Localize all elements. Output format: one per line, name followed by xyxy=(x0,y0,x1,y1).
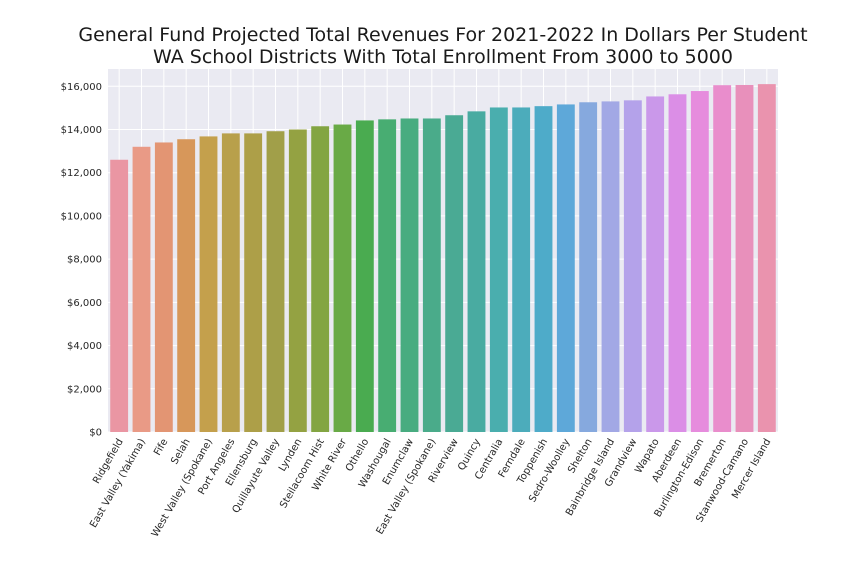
bar xyxy=(757,84,776,432)
y-tick-label: $16,000 xyxy=(61,82,102,93)
bar xyxy=(288,129,307,432)
bar xyxy=(467,111,486,432)
y-tick-label: $8,000 xyxy=(67,255,102,266)
bar xyxy=(713,85,732,433)
y-tick-label: $14,000 xyxy=(61,125,102,136)
bar xyxy=(266,131,285,432)
bar xyxy=(154,142,173,432)
bar xyxy=(244,133,263,432)
bar xyxy=(668,94,687,432)
y-tick-label: $12,000 xyxy=(61,168,102,179)
y-axis-tick-labels: $0 $2,000 $4,000 $6,000 $8,000 $10,000 $12,000… xyxy=(61,82,102,439)
bar xyxy=(512,107,531,432)
y-tick-label: $0 xyxy=(89,428,102,439)
bar xyxy=(445,115,464,432)
bars xyxy=(110,84,776,433)
bar xyxy=(221,133,240,432)
y-tick-label: $2,000 xyxy=(67,384,102,395)
bar xyxy=(534,106,553,433)
bar xyxy=(177,139,196,433)
y-tick-label: $4,000 xyxy=(67,341,102,352)
bar xyxy=(378,119,397,433)
bar xyxy=(690,91,709,433)
chart-title-line-2: WA School Districts With Total Enrollmen… xyxy=(153,46,733,68)
bar xyxy=(601,101,620,433)
bar xyxy=(623,100,642,433)
bar xyxy=(333,124,352,432)
bar xyxy=(735,84,754,432)
chart-title-line-1: General Fund Projected Total Revenues Fo… xyxy=(78,24,807,46)
bar xyxy=(400,118,419,433)
bar xyxy=(489,107,508,432)
bar xyxy=(199,136,218,432)
bar xyxy=(132,146,151,433)
bar xyxy=(311,126,330,433)
bar xyxy=(556,104,575,432)
bar xyxy=(110,159,129,432)
y-tick-label: $10,000 xyxy=(61,211,102,222)
bar xyxy=(422,118,441,433)
y-tick-label: $6,000 xyxy=(67,298,102,309)
bar xyxy=(579,102,598,433)
x-tick-label: Fife xyxy=(152,437,170,458)
bar xyxy=(355,120,374,433)
x-tick-label: Selah xyxy=(169,437,192,467)
bar xyxy=(646,96,665,432)
